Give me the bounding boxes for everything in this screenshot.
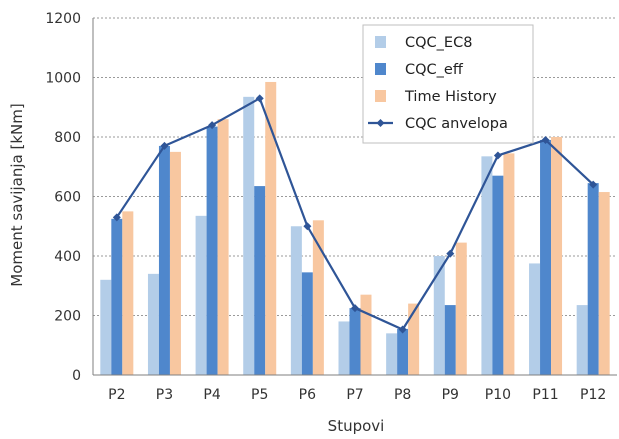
x-tick-label: P9	[442, 387, 459, 403]
bar-time-history-p6	[312, 220, 324, 375]
legend-label: CQC anvelopa	[405, 116, 508, 132]
bar-cqc-ec8-p12	[576, 305, 588, 375]
x-tick-label: P8	[394, 387, 411, 403]
x-tick-labels: P2 P3 P4 P5 P6 P7 P8 P9 P10 P11 P12	[108, 387, 606, 403]
x-tick-label: P11	[532, 387, 558, 403]
bar-cqc-ec8-p8	[386, 333, 398, 375]
legend-label: CQC_EC8	[405, 35, 472, 51]
y-tick-label: 600	[54, 190, 81, 206]
bar-cqc-eff-p11	[540, 139, 552, 375]
bar-cqc-eff-p10	[492, 175, 504, 375]
x-tick-label: P12	[580, 387, 606, 403]
bar-cqc-ec8-p2	[100, 279, 112, 375]
cqc-anvelopa-marker-p6	[303, 222, 312, 231]
bar-time-history-p3	[169, 151, 181, 375]
bar-time-history-p7	[360, 294, 372, 375]
bar-cqc-eff-p4	[206, 126, 218, 376]
cqc-anvelopa-marker-p2	[112, 213, 121, 222]
cqc-anvelopa-marker-p9	[446, 249, 455, 258]
y-tick-label: 0	[72, 368, 81, 384]
cqc-anvelopa-marker-p10	[493, 151, 502, 160]
bar-cqc-ec8-p4	[195, 215, 207, 375]
bar-cqc-eff-p8	[397, 328, 409, 375]
y-tick-label: 400	[54, 249, 81, 265]
x-tick-label: P2	[108, 387, 125, 403]
bars	[100, 81, 610, 376]
bar-cqc-ec8-p7	[338, 321, 350, 375]
envelope-line	[112, 94, 598, 334]
axes	[92, 18, 617, 376]
cqc-anvelopa-marker-p5	[255, 94, 264, 103]
legend-swatch	[375, 63, 386, 75]
x-tick-label: P4	[203, 387, 220, 403]
bar-time-history-p4	[217, 119, 229, 376]
legend-swatch	[375, 90, 386, 102]
bar-cqc-ec8-p9	[433, 256, 445, 375]
legend-label: Time History	[404, 89, 497, 105]
bar-time-history-p10	[503, 153, 515, 375]
bar-time-history-p8	[408, 303, 420, 375]
bar-time-history-p2	[122, 211, 134, 375]
legend: CQC_EC8 CQC_eff Time History CQC anvelopa	[362, 24, 534, 144]
bar-cqc-eff-p5	[254, 186, 266, 375]
x-tick-label: P10	[485, 387, 511, 403]
cqc-anvelopa-marker-p8	[398, 325, 407, 334]
bar-cqc-ec8-p5	[243, 96, 255, 376]
bar-cqc-eff-p2	[111, 218, 123, 375]
bar-cqc-ec8-p11	[529, 263, 541, 375]
x-tick-label: P3	[156, 387, 173, 403]
bar-cqc-ec8-p6	[290, 226, 302, 375]
bar-time-history-p12	[598, 192, 610, 375]
y-tick-labels: 0 200 400 600 800 1000 1200	[45, 11, 81, 384]
cqc-anvelopa-marker-p12	[589, 180, 598, 189]
legend-marker	[376, 119, 385, 127]
cqc-anvelopa-marker-p3	[160, 141, 169, 150]
legend-swatch	[375, 36, 386, 48]
bar-cqc-eff-p12	[587, 183, 599, 375]
bar-time-history-p9	[455, 242, 467, 375]
legend-label: CQC_eff	[405, 62, 464, 78]
bar-time-history-p5	[265, 81, 277, 376]
bar-time-history-p11	[551, 137, 563, 375]
x-axis-title: Stupovi	[328, 417, 385, 435]
y-axis-title: Moment savijanja [kNm]	[8, 103, 26, 286]
x-tick-label: P5	[251, 387, 268, 403]
cqc-anvelopa-marker-p4	[208, 121, 217, 130]
y-tick-label: 800	[54, 130, 81, 146]
x-tick-label: P7	[346, 387, 363, 403]
bar-cqc-ec8-p10	[481, 156, 493, 375]
cqc-anvelopa-marker-p7	[351, 304, 359, 313]
bar-cqc-eff-p9	[444, 305, 456, 375]
bar-cqc-eff-p6	[301, 272, 313, 375]
bar-cqc-ec8-p3	[147, 273, 159, 375]
y-tick-label: 1200	[45, 11, 81, 27]
cqc-anvelopa-marker-p11	[541, 135, 550, 144]
y-tick-label: 1000	[45, 71, 81, 87]
bar-cqc-eff-p3	[158, 145, 170, 375]
y-tick-label: 200	[54, 309, 81, 325]
bar-cqc-eff-p7	[349, 308, 361, 375]
x-tick-label: P6	[299, 387, 316, 403]
